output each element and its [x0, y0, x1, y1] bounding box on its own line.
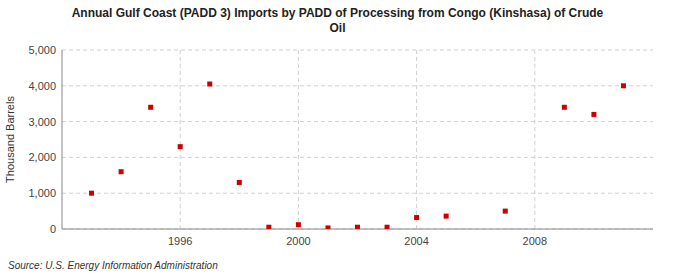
point: [385, 225, 390, 229]
chart: 0 1,000 2,000 3,000 4,000 5,000 1996 2000 2004 20…: [0, 0, 675, 275]
point: [207, 82, 212, 87]
point: [414, 215, 419, 220]
point: [178, 144, 183, 149]
x-grid-line: [534, 50, 535, 229]
grid: [62, 50, 653, 229]
title: Annual Gulf Coast (PADD 3) Imports by PA…: [72, 6, 604, 35]
point: [237, 180, 242, 185]
y-tick-label: 5,000: [28, 44, 56, 56]
y-grid-line: [62, 157, 653, 158]
y-grid-line: [62, 85, 653, 86]
point: [325, 225, 330, 229]
y-tick-label: 2,000: [28, 151, 56, 163]
point: [444, 214, 449, 219]
point: [266, 225, 271, 229]
y-grid-line: [62, 121, 653, 122]
y-grid-line: [62, 193, 653, 194]
point: [621, 83, 626, 88]
source-note: Source: U.S. Energy Information Administ…: [8, 260, 218, 271]
y-tick-label: 1,000: [28, 187, 56, 199]
x-grid-line: [180, 50, 181, 229]
point: [296, 222, 301, 227]
point: [148, 105, 153, 110]
y-axis-line: [62, 50, 63, 229]
point: [503, 209, 508, 214]
point: [89, 191, 94, 196]
y-grid-line: [62, 50, 653, 51]
point: [562, 105, 567, 110]
x-grid-line: [416, 50, 417, 229]
x-tick-label: 2004: [404, 235, 428, 247]
y-axis-label: Thousand Barrels: [4, 96, 16, 183]
tick-labels: 0 1,000 2,000 3,000 4,000 5,000 1996 2000 2004 20…: [28, 44, 547, 247]
y-tick-label: 3,000: [28, 116, 56, 128]
x-tick-label: 1996: [168, 235, 192, 247]
x-tick-label: 2008: [523, 235, 547, 247]
x-grid-line: [298, 50, 299, 229]
y-tick-label: 4,000: [28, 80, 56, 92]
point: [355, 225, 360, 229]
point: [119, 169, 124, 174]
point: [591, 112, 596, 117]
y-tick-label: 0: [50, 223, 56, 235]
points: [89, 82, 626, 229]
x-tick-label: 2000: [286, 235, 310, 247]
